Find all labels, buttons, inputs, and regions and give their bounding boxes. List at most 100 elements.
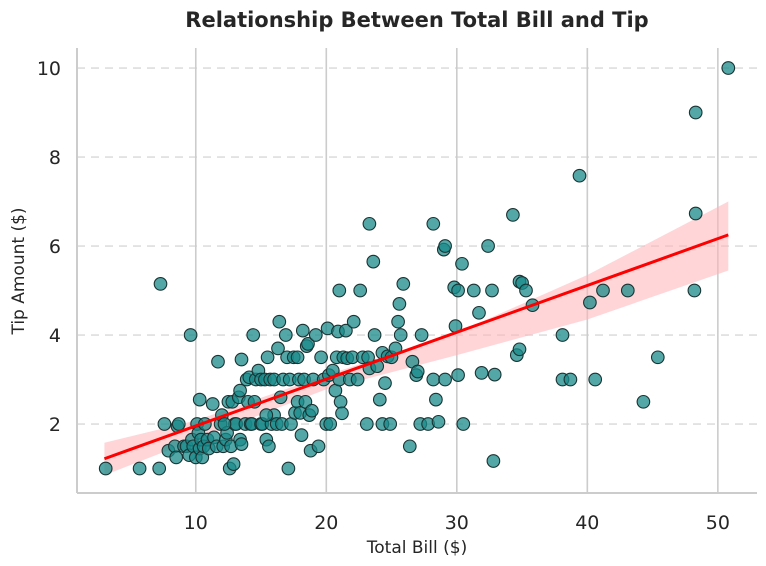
data-point bbox=[333, 394, 348, 409]
data-point bbox=[305, 403, 319, 418]
data-point bbox=[260, 350, 275, 365]
data-point bbox=[429, 392, 443, 407]
data-point bbox=[687, 283, 702, 298]
data-point bbox=[262, 439, 276, 454]
data-point bbox=[438, 372, 452, 387]
data-point bbox=[171, 417, 186, 431]
data-point bbox=[308, 328, 323, 342]
data-point bbox=[466, 283, 481, 298]
x-tick-label: 10 bbox=[184, 512, 208, 534]
data-point bbox=[414, 328, 429, 342]
data-point bbox=[391, 314, 405, 329]
data-point bbox=[519, 283, 533, 298]
data-point bbox=[583, 295, 597, 310]
data-point bbox=[512, 342, 527, 357]
data-point bbox=[246, 328, 261, 342]
data-point bbox=[205, 397, 220, 411]
data-point bbox=[98, 461, 113, 476]
y-tick-label: 2 bbox=[49, 414, 61, 436]
y-tick-label: 6 bbox=[49, 236, 61, 258]
data-point bbox=[506, 208, 520, 222]
confidence-band bbox=[104, 201, 729, 476]
data-point bbox=[588, 372, 603, 387]
x-tick-label: 20 bbox=[314, 512, 338, 534]
data-point bbox=[396, 277, 411, 291]
data-point bbox=[234, 437, 249, 451]
data-point bbox=[211, 354, 225, 369]
data-point bbox=[392, 297, 407, 311]
data-point bbox=[451, 368, 465, 382]
data-point bbox=[290, 350, 305, 365]
x-tick-label: 30 bbox=[445, 512, 469, 534]
data-point bbox=[311, 439, 326, 454]
data-point bbox=[383, 417, 398, 431]
data-point bbox=[410, 364, 425, 379]
data-point bbox=[378, 376, 392, 390]
x-tick-label: 40 bbox=[575, 512, 599, 534]
data-point bbox=[596, 283, 610, 298]
data-point bbox=[620, 283, 635, 298]
data-point bbox=[472, 305, 486, 320]
data-point bbox=[563, 372, 578, 387]
data-point bbox=[271, 341, 285, 356]
data-point bbox=[157, 417, 172, 431]
regression-line bbox=[103, 233, 729, 461]
data-points bbox=[98, 61, 736, 476]
data-point bbox=[294, 428, 309, 442]
data-point bbox=[572, 168, 587, 183]
data-point bbox=[301, 337, 315, 351]
data-point bbox=[346, 314, 361, 329]
x-axis-label: Total Bill ($) bbox=[366, 538, 467, 558]
data-point bbox=[455, 256, 469, 271]
data-point bbox=[367, 328, 382, 342]
data-point bbox=[721, 61, 736, 75]
data-point bbox=[339, 323, 353, 338]
y-tick-label: 8 bbox=[49, 147, 61, 169]
data-point bbox=[402, 439, 417, 454]
data-point bbox=[487, 367, 502, 382]
data-point bbox=[281, 461, 296, 476]
data-point bbox=[153, 277, 168, 291]
tick-labels: 10 20 30 40 50 2 4 6 8 10 bbox=[37, 58, 730, 534]
data-point bbox=[456, 417, 471, 431]
data-point bbox=[226, 457, 241, 471]
confidence-band-layer bbox=[104, 201, 729, 476]
data-point bbox=[393, 328, 408, 342]
data-point bbox=[688, 105, 703, 120]
data-point bbox=[183, 328, 198, 342]
data-point bbox=[481, 239, 495, 253]
data-point bbox=[169, 450, 184, 465]
data-point bbox=[362, 216, 377, 231]
y-tick-label: 10 bbox=[37, 58, 61, 80]
data-point bbox=[372, 392, 387, 407]
data-point bbox=[192, 392, 207, 407]
axes bbox=[76, 48, 757, 494]
data-point bbox=[426, 372, 441, 387]
data-point bbox=[335, 406, 349, 421]
data-point bbox=[688, 206, 703, 221]
data-point bbox=[486, 454, 501, 468]
data-point bbox=[636, 394, 651, 409]
data-point bbox=[314, 350, 328, 365]
data-point bbox=[132, 461, 147, 476]
data-point bbox=[350, 372, 365, 387]
data-point bbox=[366, 254, 381, 269]
data-point bbox=[485, 283, 499, 298]
data-point bbox=[359, 417, 374, 431]
data-point bbox=[259, 408, 274, 422]
data-point bbox=[426, 216, 441, 231]
data-point bbox=[272, 314, 287, 329]
data-point bbox=[323, 417, 338, 431]
data-point bbox=[353, 283, 368, 298]
data-point bbox=[650, 350, 665, 365]
y-tick-label: 4 bbox=[49, 325, 61, 347]
data-point bbox=[295, 323, 310, 338]
data-point bbox=[332, 283, 347, 298]
data-point bbox=[233, 383, 247, 398]
data-point bbox=[152, 461, 167, 476]
data-point bbox=[451, 283, 465, 298]
x-tick-label: 50 bbox=[706, 512, 730, 534]
data-point bbox=[217, 417, 232, 431]
y-axis-label: Tip Amount ($) bbox=[9, 207, 29, 335]
